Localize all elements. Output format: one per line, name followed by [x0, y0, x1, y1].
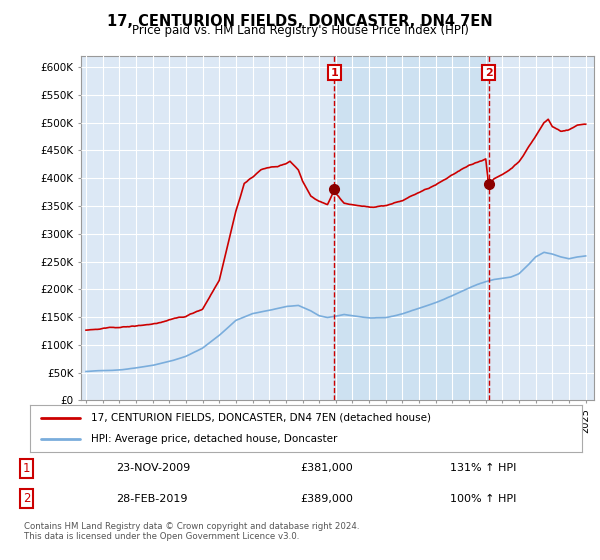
Text: 17, CENTURION FIELDS, DONCASTER, DN4 7EN (detached house): 17, CENTURION FIELDS, DONCASTER, DN4 7EN… — [91, 413, 431, 423]
Text: £381,000: £381,000 — [300, 464, 353, 473]
Text: 23-NOV-2009: 23-NOV-2009 — [116, 464, 190, 473]
Text: 1: 1 — [330, 68, 338, 78]
Text: Contains HM Land Registry data © Crown copyright and database right 2024.
This d: Contains HM Land Registry data © Crown c… — [24, 522, 359, 542]
Bar — [334, 56, 488, 400]
Text: £389,000: £389,000 — [300, 494, 353, 503]
Text: 2: 2 — [23, 492, 30, 505]
Text: HPI: Average price, detached house, Doncaster: HPI: Average price, detached house, Donc… — [91, 435, 337, 445]
Text: 2: 2 — [485, 68, 493, 78]
Text: 17, CENTURION FIELDS, DONCASTER, DN4 7EN: 17, CENTURION FIELDS, DONCASTER, DN4 7EN — [107, 14, 493, 29]
Text: 28-FEB-2019: 28-FEB-2019 — [116, 494, 187, 503]
Text: 1: 1 — [23, 462, 30, 475]
Text: 100% ↑ HPI: 100% ↑ HPI — [450, 494, 516, 503]
Text: 131% ↑ HPI: 131% ↑ HPI — [450, 464, 516, 473]
Text: Price paid vs. HM Land Registry's House Price Index (HPI): Price paid vs. HM Land Registry's House … — [131, 24, 469, 37]
